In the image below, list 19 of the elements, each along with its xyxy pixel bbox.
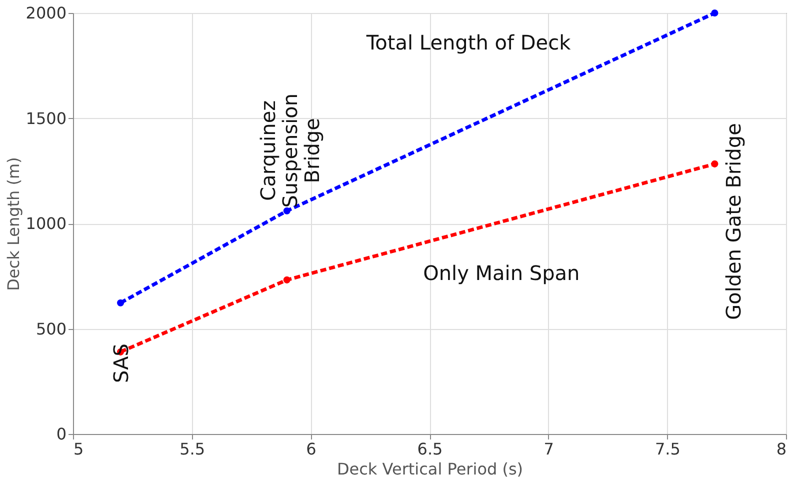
x-tick-label: 5.5 [180,440,206,458]
x-tick-label: 8 [776,440,786,458]
x-tick-label: 7 [544,440,554,458]
y-tick-label: 500 [36,319,66,338]
x-axis-title: Deck Vertical Period (s) [336,460,524,478]
annotation: Golden Gate Bridge [722,123,746,320]
y-tick-label: 2000 [26,4,66,22]
x-tick-label: 6 [306,440,316,458]
x-tick-label: 6.5 [417,440,443,458]
y-tick-label: 0 [56,424,66,444]
series-label: Only Main Span [423,261,580,286]
x-tick-label: 7.5 [654,440,680,458]
y-tick-label: 1500 [26,108,66,128]
annotation: Carquinez Suspension Bridge [256,93,324,208]
series-label: Total Length of Deck [365,30,572,54]
y-tick-label: 1000 [26,214,66,233]
y-axis-title: Deck Length (m) [4,157,23,291]
annotation: SAS [109,344,133,384]
x-tick-label: 5 [74,440,84,458]
